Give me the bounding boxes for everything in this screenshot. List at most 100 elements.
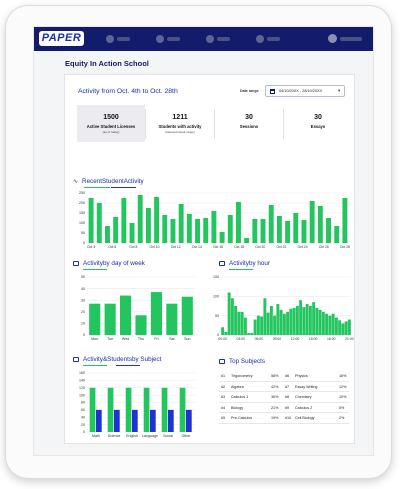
x-tick-label: Oct 8 <box>129 245 137 249</box>
x-tick-label: 12:00 <box>291 337 300 341</box>
y-tick-label: 0 <box>83 430 85 434</box>
rank: #6 <box>285 374 290 378</box>
subject-pct: 58% <box>271 374 279 378</box>
stat-active-licenses[interactable]: 1500 Active Student Licenses (as of toda… <box>77 105 145 142</box>
bar <box>150 292 162 335</box>
stat-sessions[interactable]: 30 Sessions <box>215 105 283 142</box>
bar <box>342 198 348 243</box>
title-part: Top Subjects <box>229 358 266 365</box>
stat-divider <box>145 109 146 139</box>
bar <box>230 298 234 335</box>
title-part: Activity <box>83 356 103 363</box>
bar <box>279 309 283 335</box>
nav-item-3-label[interactable] <box>217 37 230 41</box>
x-tick-label: English <box>126 434 138 438</box>
user-avatar-icon[interactable] <box>328 34 337 43</box>
nav-item-4-icon[interactable] <box>256 35 264 43</box>
nav-item-3-icon[interactable] <box>206 35 214 43</box>
bar <box>96 203 102 243</box>
bar <box>181 296 193 335</box>
x-tick-label: Oct 22 <box>276 245 286 249</box>
bar <box>282 313 286 335</box>
rank: #3 <box>221 395 226 400</box>
subject-pct: 16% <box>339 374 347 378</box>
nav-item-2-label[interactable] <box>167 37 180 41</box>
bar <box>107 387 114 432</box>
stat-value: 1211 <box>172 114 188 121</box>
bar <box>195 219 200 243</box>
subject-pct: 19% <box>271 416 279 421</box>
bar <box>269 306 273 335</box>
nav-item-1-icon[interactable] <box>106 35 114 43</box>
bar <box>178 204 184 243</box>
activity-line-icon: ∿ <box>73 179 79 185</box>
bar <box>203 218 209 243</box>
bar <box>305 304 309 335</box>
bar <box>318 309 322 335</box>
title-part: Activity <box>229 260 249 267</box>
title-part: Recent <box>82 178 102 185</box>
stat-students-with-activity[interactable]: 1211 Students with activity (selected we… <box>146 105 214 142</box>
list-item: #4 Biology 21% #9 Calculus 2 5% <box>219 403 349 414</box>
y-tick-label: 20 <box>81 310 85 314</box>
chevron-down-icon: ▾ <box>338 88 341 93</box>
subject-name: Calculus 2 <box>295 405 313 410</box>
calendar-icon <box>270 89 275 94</box>
title-part: by hour <box>248 260 270 267</box>
x-tick-label: 00:00 <box>218 337 227 341</box>
y-tick-label: 100 <box>213 295 219 299</box>
x-tick-label: Science <box>108 434 121 438</box>
top-subjects-title: Top Subjects <box>219 358 265 365</box>
top-subjects-table: #1 Trigonometry 58% #6 Physics 16% #2 Al… <box>219 371 349 424</box>
bar <box>328 315 332 335</box>
title-underline-green <box>83 365 107 367</box>
x-tick-label: Oct 12 <box>171 245 181 249</box>
bar <box>273 315 277 335</box>
bar <box>143 387 150 432</box>
bar <box>338 320 342 335</box>
bar <box>162 215 168 243</box>
by-day-title: Activity by day of week <box>73 260 145 267</box>
y-tick-label: 150 <box>213 275 219 279</box>
bar <box>89 387 96 432</box>
bar <box>227 292 231 335</box>
x-tick-label: Wed <box>122 337 129 341</box>
bar <box>96 409 102 432</box>
bar <box>170 219 176 243</box>
bar <box>166 303 178 335</box>
y-tick-label: 200 <box>79 201 85 205</box>
user-menu-label[interactable] <box>340 37 362 41</box>
nav-item-4-label[interactable] <box>267 37 280 41</box>
stat-value: 30 <box>314 114 322 121</box>
stat-essays[interactable]: 30 Essays <box>284 105 352 142</box>
x-tick-label: 18:00 <box>327 337 336 341</box>
bar <box>227 215 233 243</box>
x-tick-label: 09:00 <box>273 337 282 341</box>
bar <box>150 409 156 432</box>
bar <box>256 315 260 335</box>
x-tick-label: Oct 10 <box>150 245 160 249</box>
bar <box>113 217 119 243</box>
page-title: Equity In Action School <box>65 59 149 68</box>
stat-sublabel: (selected week range) <box>165 130 195 134</box>
paper-logo[interactable]: PAPER <box>39 31 84 46</box>
date-range-select[interactable]: 04/10/20XX - 28/10/20XX ▾ <box>265 85 345 97</box>
bar <box>179 387 186 432</box>
bar <box>244 238 250 243</box>
subject-name: Trigonometry <box>231 374 253 378</box>
bar <box>120 295 132 335</box>
x-tick-label: Social <box>163 434 173 438</box>
bar <box>276 304 280 335</box>
subject-pct: 36% <box>271 395 279 400</box>
by-hour-chart: 150 100 50 000:00 03:00 06:00 09:00 12:00 15:00 1… <box>213 275 354 341</box>
bar <box>289 308 293 335</box>
x-tick-label: 06:00 <box>255 337 264 341</box>
bar <box>219 232 225 243</box>
chart-icon <box>73 357 79 362</box>
nav-item-1-label[interactable] <box>117 37 130 41</box>
nav-item-2-icon[interactable] <box>156 35 164 43</box>
x-tick-label: Oct 28 <box>340 245 350 249</box>
y-tick-label: 250 <box>79 191 85 195</box>
bar <box>135 315 147 335</box>
rank: #4 <box>221 405 226 410</box>
